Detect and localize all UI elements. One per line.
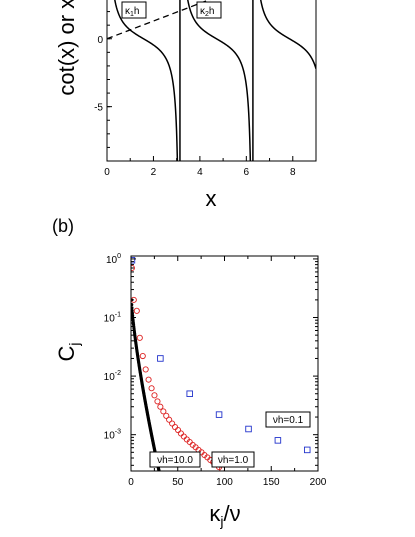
panel-b-chart: (b) 0 50 100 150 200 100 10-1 10-2 10-3 νh=0.1 νh… — [52, 216, 327, 529]
series-nh1-point — [142, 366, 149, 373]
cot-branch-1 — [114, 0, 179, 161]
series-label-box — [149, 451, 201, 468]
annotation-box-1 — [121, 1, 147, 19]
panel-b-ytick-label: 10-2 — [104, 370, 121, 383]
series-nh1-point — [166, 416, 173, 423]
series-nh1-point — [160, 408, 167, 415]
panel-b-ytick-label: 100 — [106, 253, 121, 266]
panel-a-x-label: x — [206, 186, 217, 211]
series-nh01-point — [215, 411, 223, 418]
series-nh01-point — [274, 437, 282, 444]
series-nh10-point — [131, 311, 134, 315]
cot-branch-2 — [187, 0, 252, 161]
annotation-label-2: κ2h — [200, 6, 214, 18]
panel-b-xtick-label: 200 — [310, 477, 327, 488]
panel-a-xtick-label: 4 — [197, 167, 203, 178]
series-label: νh=1.0 — [218, 455, 249, 466]
series-label: νh=10.0 — [157, 455, 193, 466]
series-nh01-point — [157, 355, 164, 362]
panel-b-xtick-label: 0 — [128, 477, 134, 488]
series-nh1-point — [133, 307, 140, 314]
annotation-box-2 — [196, 1, 222, 19]
panel-a-ytick-label: -5 — [94, 103, 103, 114]
panel-b-xtick-label: 50 — [172, 477, 184, 488]
panel-b-y-label: Cj — [54, 342, 82, 361]
series-nh1-point — [131, 264, 135, 272]
series-nh1-point — [139, 352, 146, 360]
series-nh1-point — [148, 385, 155, 392]
series-nh10-point — [131, 314, 135, 318]
panel-b-ytick-label: 10-3 — [104, 429, 121, 442]
panel-b-label: (b) — [52, 216, 74, 236]
panel-a-chart: 0 2 4 6 8 -5 0 x cot(x) or x/( κ1h κ2h — [54, 0, 317, 211]
series-nh01-point — [303, 446, 311, 454]
panel-b-frame — [130, 255, 319, 472]
panel-a-xtick-label: 6 — [244, 167, 250, 178]
series-nh01-point — [186, 390, 193, 397]
series-nh1-point — [154, 398, 161, 405]
series-label-box — [211, 451, 255, 468]
panel-b-xtick-label: 150 — [263, 477, 280, 488]
series-label-box — [265, 411, 311, 428]
series-nh10-point — [131, 302, 134, 307]
series-nh1-point — [177, 430, 184, 437]
panel-a-xtick-label: 2 — [151, 167, 157, 178]
series-nh1-point — [157, 403, 164, 410]
panel-b-x-label: κj/ν — [209, 501, 240, 529]
panel-a-ytick-label: 0 — [97, 35, 103, 46]
panel-a-xtick-label: 8 — [290, 167, 296, 178]
series-nh1-point — [174, 426, 182, 434]
panel-a-frame — [106, 0, 317, 162]
series-label: νh=0.1 — [273, 415, 304, 426]
series-nh1-point — [180, 433, 187, 440]
panel-b-ytick-label: 10-1 — [104, 312, 121, 325]
series-nh1-point — [136, 334, 143, 341]
cot-branch-3 — [259, 0, 316, 69]
panel-b-xtick-label: 100 — [216, 477, 233, 488]
dashed-line-series — [107, 0, 211, 40]
series-nh01-point — [245, 425, 252, 433]
annotation-label-1: κ1h — [125, 6, 139, 18]
series-nh1-point — [145, 376, 152, 383]
series-nh1-point — [169, 420, 176, 427]
panel-a-y-label: cot(x) or x/( — [54, 0, 79, 96]
series-nh1-point — [171, 423, 179, 431]
series-nh10-point — [131, 306, 134, 310]
series-nh01-point — [131, 256, 136, 264]
series-nh1-point — [151, 392, 158, 399]
series-nh10-point — [131, 309, 134, 313]
series-nh1-point — [163, 412, 170, 419]
panel-a-xtick-label: 0 — [104, 167, 110, 178]
